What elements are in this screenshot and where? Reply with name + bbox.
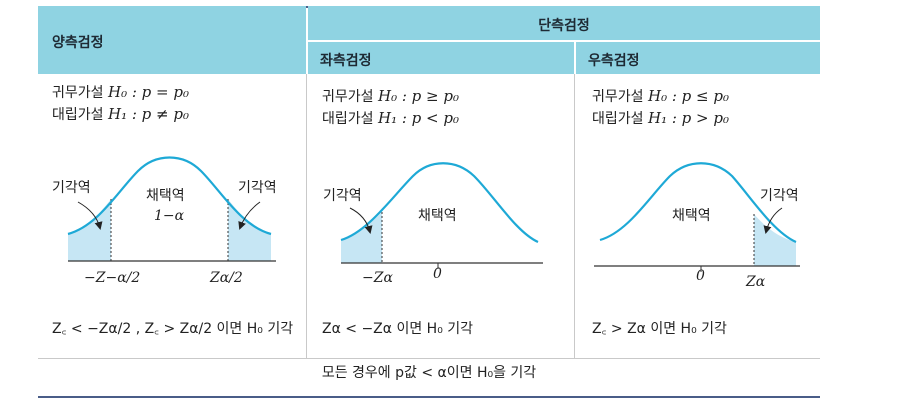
right-tail-null-label: 귀무가설 (592, 89, 644, 105)
two-sided-null-expr: H₀ : p = p₀ (107, 83, 189, 101)
two-sided-condition: Z꜀ < −Zα/2 , Z꜀ > Zα/2 이면 H₀ 기각 (52, 321, 294, 337)
header-left-tail-cell: 좌측검정 (308, 42, 574, 74)
two-sided-left-arrow (77, 201, 103, 230)
header-two-sided-cell: 양측검정 (38, 6, 306, 74)
right-tail-null: 귀무가설 H₀ : p ≤ p₀ (592, 86, 729, 108)
left-tail-accept-label: 채택역 (418, 208, 457, 224)
left-tail-condition: Zα < −Zα 이면 H₀ 기각 (322, 321, 474, 337)
right-tail-shade (754, 214, 796, 266)
header-right-tail: 우측검정 (588, 53, 640, 69)
right-tail-null-expr: H₀ : p ≤ p₀ (647, 87, 729, 105)
header-right-tail-cell: 우측검정 (576, 42, 820, 74)
footer-note: 모든 경우에 p값 < α이면 H₀을 기각 (321, 365, 537, 381)
two-sided-right-arrow (238, 201, 261, 230)
header-left-tail: 좌측검정 (320, 53, 372, 69)
footer-divider (38, 358, 820, 359)
left-tail-reject-label: 기각역 (323, 188, 362, 204)
right-tail-curve (599, 162, 797, 244)
two-sided-tick-right: Zα/2 (210, 270, 243, 286)
left-tail-alt-label: 대립가설 (322, 111, 374, 127)
left-tail-arrow (349, 207, 373, 234)
header-one-sided: 단측검정 (538, 18, 590, 34)
left-tail-null: 귀무가설 H₀ : p ≥ p₀ (322, 86, 459, 108)
right-tail-alt-label: 대립가설 (592, 111, 644, 127)
right-tail-tick-right: Zα (746, 274, 766, 290)
two-sided-null: 귀무가설 H₀ : p = p₀ (52, 82, 189, 104)
two-sided-curve (67, 156, 272, 236)
two-sided-tick-left: −Z−α/2 (84, 270, 141, 286)
right-tail-tick-zero: 0 (696, 268, 705, 284)
distribution-diagrams (67, 156, 800, 272)
left-tail-alt-expr: H₁ : p < p₀ (377, 109, 459, 127)
two-sided-accept-label: 채택역 (146, 188, 185, 204)
left-tail-alt: 대립가설 H₁ : p < p₀ (322, 108, 459, 130)
table-bottom-rule (38, 396, 820, 398)
header-one-sided-cell: 단측검정 (308, 6, 820, 40)
right-tail-alt: 대립가설 H₁ : p > p₀ (592, 108, 729, 130)
header-two-sided: 양측검정 (52, 35, 104, 51)
left-tail-shade (341, 212, 382, 263)
left-tail-curve (340, 162, 539, 244)
two-sided-reject-right-label: 기각역 (238, 180, 277, 196)
left-tail-tick-left: −Zα (362, 270, 393, 286)
two-sided-accept-prob: 1−α (154, 208, 185, 224)
hypothesis-test-table: 양측검정 단측검정 좌측검정 우측검정 귀무가설 H₀ : p = p₀ 대립가… (38, 6, 820, 398)
two-sided-alt: 대립가설 H₁ : p ≠ p₀ (52, 104, 189, 126)
right-tail-reject-label: 기각역 (760, 188, 799, 204)
right-tail-condition: Z꜀ > Zα 이면 H₀ 기각 (592, 321, 727, 337)
two-sided-alt-label: 대립가설 (52, 107, 104, 123)
two-sided-null-label: 귀무가설 (52, 85, 104, 101)
column-divider-1 (306, 74, 307, 358)
right-tail-accept-label: 채택역 (672, 208, 711, 224)
left-tail-null-expr: H₀ : p ≥ p₀ (377, 87, 459, 105)
left-tail-tick-zero: 0 (433, 266, 442, 282)
two-sided-reject-left-label: 기각역 (52, 180, 91, 196)
two-sided-alt-expr: H₁ : p ≠ p₀ (107, 105, 189, 123)
right-tail-arrow (763, 207, 783, 234)
right-tail-alt-expr: H₁ : p > p₀ (647, 109, 729, 127)
left-tail-null-label: 귀무가설 (322, 89, 374, 105)
column-divider-2 (574, 74, 575, 358)
